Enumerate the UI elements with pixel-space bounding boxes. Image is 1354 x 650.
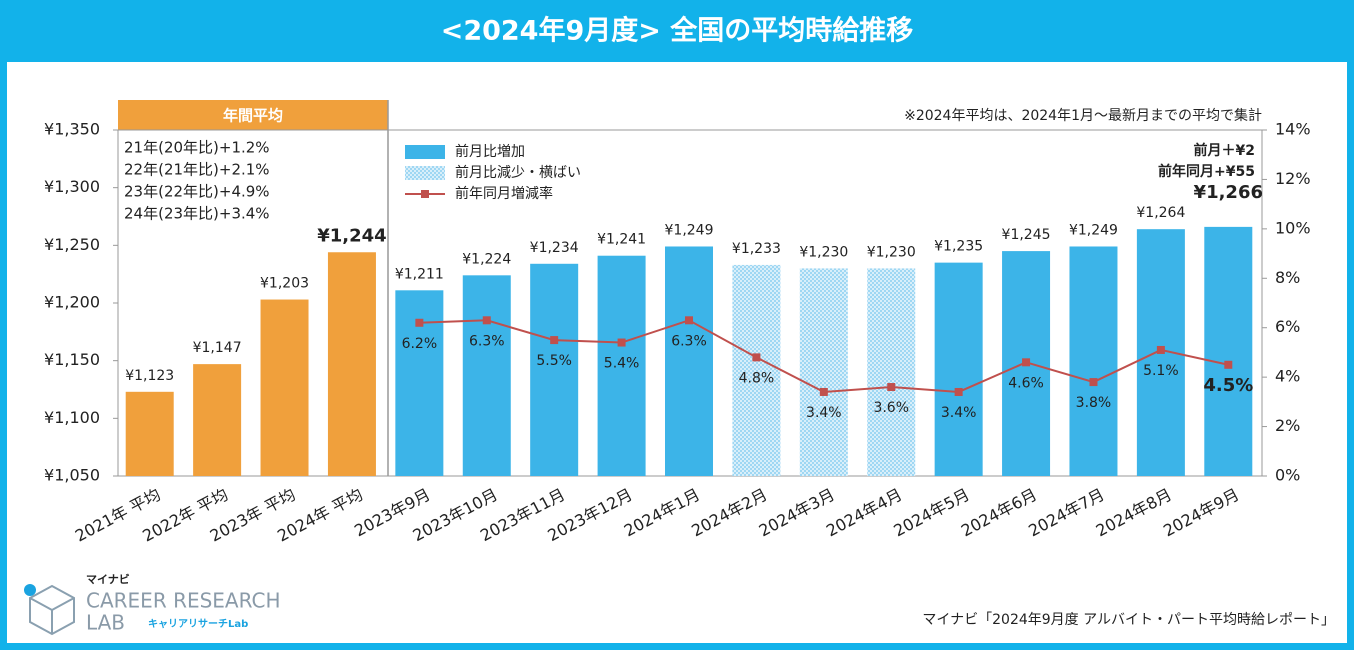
line-value-label: 5.1% (1143, 363, 1179, 379)
bar-value-label: ¥1,234 (530, 240, 579, 256)
note: 21年(20年比)+1.2% (124, 139, 270, 157)
line-marker (1156, 345, 1165, 354)
bar-value-label: ¥1,230 (867, 244, 916, 260)
line-marker (1224, 360, 1233, 369)
legend-label: 前年同月増減率 (455, 185, 553, 202)
bar (327, 252, 376, 476)
logo-sub: キャリアリサーチLab (148, 618, 248, 630)
bar (193, 364, 242, 476)
y2-tick-label: 10% (1275, 218, 1311, 237)
line-value-label: 6.2% (402, 336, 438, 352)
logo-line1: CAREER RESEARCH (86, 589, 281, 613)
line-value-label: 4.6% (1008, 375, 1044, 391)
line-marker (954, 387, 963, 396)
y2-tick-label: 14% (1275, 120, 1311, 139)
logo-brand: マイナビ (86, 572, 130, 586)
logo-icon (24, 584, 75, 636)
line-value-label: 4.5% (1203, 375, 1253, 396)
bar (1069, 246, 1118, 476)
bar (530, 263, 579, 476)
note: 23年(22年比)+4.9% (124, 183, 270, 201)
line-marker (685, 316, 693, 325)
y2-tick-label: 2% (1275, 416, 1300, 435)
line-value-label: 3.4% (806, 405, 842, 421)
bar (1204, 226, 1253, 476)
bar (934, 262, 983, 476)
line-value-label: 4.8% (739, 370, 775, 386)
line-value-label: 5.4% (604, 356, 640, 372)
line-value-label: 3.8% (1076, 395, 1112, 411)
legend-label: 前月比増加 (455, 143, 525, 160)
y2-tick-label: 0% (1275, 466, 1300, 485)
group-header: 年間平均 (223, 107, 283, 125)
bar-value-label: ¥1,245 (1002, 227, 1051, 243)
legend-swatch (405, 145, 445, 159)
bar-value-label: ¥1,235 (934, 239, 983, 255)
bar-value-label: ¥1,230 (799, 244, 848, 260)
line-value-label: 3.4% (941, 405, 977, 421)
line-marker (550, 336, 559, 345)
line-marker (1022, 358, 1031, 367)
y2-tick-label: 8% (1275, 268, 1300, 287)
bar (867, 268, 916, 476)
line-marker (617, 338, 626, 347)
chart-title: <2024年9月度> 全国の平均時給推移 (441, 15, 914, 47)
line-value-label: 6.3% (469, 333, 505, 349)
bar-value-label: ¥1,147 (193, 340, 242, 356)
bar (665, 246, 713, 476)
y-tick-label: ¥1,200 (44, 293, 100, 312)
note: 22年(21年比)+2.1% (124, 161, 270, 179)
bar-value-label: ¥1,241 (597, 232, 646, 248)
y2-tick-label: 6% (1275, 317, 1300, 336)
y-tick-label: ¥1,150 (44, 350, 100, 369)
line-marker (1089, 378, 1098, 387)
bar-value-label: ¥1,244 (317, 225, 386, 246)
y-tick-label: ¥1,300 (44, 177, 100, 196)
y-tick-label: ¥1,250 (44, 235, 100, 254)
bar-value-label: ¥1,249 (1069, 222, 1118, 238)
callout: 前月＋¥2 (1194, 142, 1255, 159)
line-marker (752, 353, 761, 362)
annotation: ※2024年平均は、2024年1月～最新月までの平均で集計 (904, 107, 1262, 124)
bar (125, 391, 174, 476)
group-header-band (118, 100, 388, 130)
bar-value-label: ¥1,249 (665, 222, 714, 238)
bar-value-label: ¥1,123 (125, 368, 174, 384)
bar-value-label: ¥1,266 (1194, 182, 1263, 203)
bar-value-label: ¥1,224 (462, 251, 511, 267)
bar-value-label: ¥1,233 (732, 241, 781, 257)
line-value-label: 3.6% (873, 400, 909, 416)
logo-line2: LAB (86, 611, 125, 635)
y-tick-label: ¥1,350 (44, 120, 100, 139)
legend-label: 前月比減少・横ばい (455, 164, 581, 181)
bar (732, 264, 781, 476)
bar-value-label: ¥1,211 (395, 266, 444, 282)
line-marker (415, 318, 424, 327)
bar-value-label: ¥1,264 (1136, 205, 1185, 221)
bar (260, 299, 309, 476)
bar (597, 255, 646, 476)
line-marker (482, 316, 491, 325)
line-marker (887, 383, 896, 392)
bar-value-label: ¥1,203 (260, 276, 309, 292)
bar (799, 268, 848, 476)
source: マイナビ「2024年9月度 アルバイト・パート平均時給レポート」 (922, 612, 1335, 628)
y-tick-label: ¥1,100 (44, 408, 100, 427)
line-value-label: 5.5% (536, 353, 572, 369)
y2-tick-label: 12% (1275, 169, 1311, 188)
note: 24年(23年比)+3.4% (124, 205, 270, 223)
line-marker (819, 387, 828, 396)
legend-marker (421, 190, 429, 198)
legend-swatch (405, 166, 445, 180)
callout: 前年同月+¥55 (1158, 163, 1255, 180)
y2-tick-label: 4% (1275, 367, 1300, 386)
bar (462, 275, 511, 476)
y-tick-label: ¥1,050 (44, 466, 100, 485)
bar (395, 290, 444, 476)
line-value-label: 6.3% (671, 333, 707, 349)
